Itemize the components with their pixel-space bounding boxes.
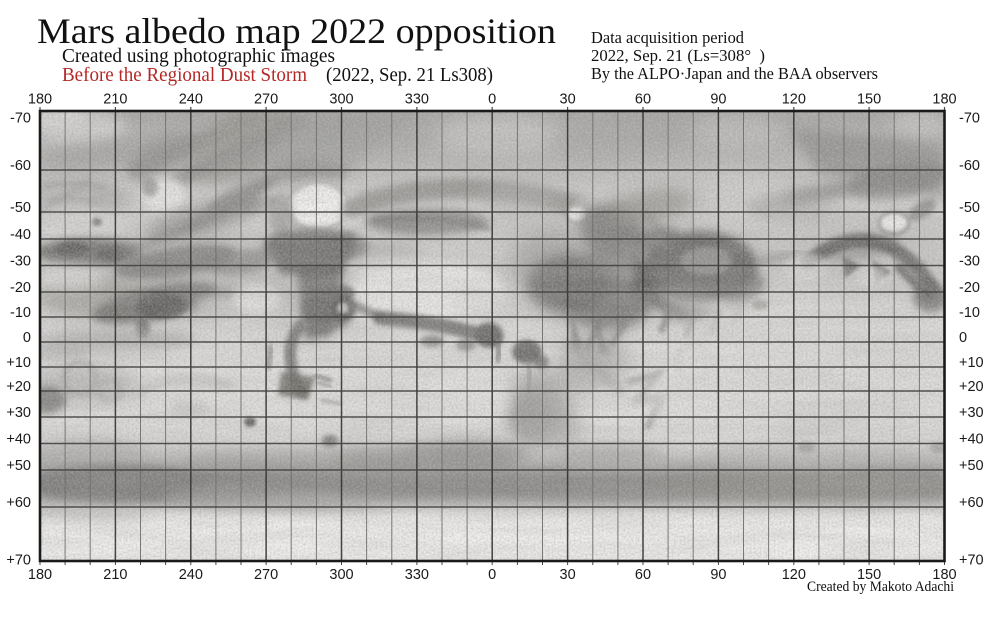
svg-text:-50: -50 <box>959 200 980 216</box>
svg-text:0: 0 <box>488 567 496 583</box>
svg-text:Data acquisition period: Data acquisition period <box>591 28 745 47</box>
svg-text:Before the Regional Dust Storm: Before the Regional Dust Storm <box>62 64 307 86</box>
svg-text:-10: -10 <box>959 305 980 321</box>
svg-text:+10: +10 <box>6 355 31 371</box>
svg-text:+40: +40 <box>959 432 984 448</box>
svg-text:30: 30 <box>560 92 576 108</box>
svg-text:By the ALPO·Japan and the BAA: By the ALPO·Japan and the BAA observers <box>591 64 878 83</box>
svg-text:270: 270 <box>254 567 278 583</box>
svg-text:-50: -50 <box>10 200 31 216</box>
svg-text:180: 180 <box>932 567 956 583</box>
svg-text:+50: +50 <box>959 458 984 474</box>
svg-text:330: 330 <box>405 567 429 583</box>
svg-text:330: 330 <box>405 92 429 108</box>
svg-text:Created by Makoto Adachi: Created by Makoto Adachi <box>807 579 954 595</box>
svg-text:0: 0 <box>488 92 496 108</box>
svg-text:210: 210 <box>103 567 127 583</box>
svg-text:+10: +10 <box>959 355 984 371</box>
svg-text:180: 180 <box>932 92 956 108</box>
svg-text:+20: +20 <box>6 379 31 395</box>
svg-text:180: 180 <box>28 567 52 583</box>
svg-text:-30: -30 <box>959 254 980 270</box>
svg-text:180: 180 <box>28 92 52 108</box>
svg-text:0: 0 <box>23 330 31 346</box>
svg-text:+70: +70 <box>6 553 31 569</box>
svg-text:240: 240 <box>179 567 203 583</box>
svg-text:-30: -30 <box>10 254 31 270</box>
svg-text:+60: +60 <box>959 495 984 511</box>
svg-text:120: 120 <box>782 567 806 583</box>
svg-text:-20: -20 <box>10 280 31 296</box>
svg-text:60: 60 <box>635 92 651 108</box>
svg-text:0: 0 <box>959 330 967 346</box>
svg-text:-40: -40 <box>10 227 31 243</box>
svg-text:Mars albedo map 2022 oppositio: Mars albedo map 2022 opposition <box>37 11 556 51</box>
svg-text:-20: -20 <box>959 280 980 296</box>
svg-text:+20: +20 <box>959 379 984 395</box>
svg-text:60: 60 <box>635 567 651 583</box>
svg-text:-60: -60 <box>10 158 31 174</box>
svg-text:150: 150 <box>857 567 881 583</box>
svg-text:210: 210 <box>103 92 127 108</box>
svg-text:+30: +30 <box>959 405 984 421</box>
svg-text:-10: -10 <box>10 305 31 321</box>
svg-text:-40: -40 <box>959 227 980 243</box>
svg-text:(2022, Sep. 21 Ls308): (2022, Sep. 21 Ls308) <box>326 64 493 86</box>
svg-text:90: 90 <box>710 567 726 583</box>
svg-text:+60: +60 <box>6 495 31 511</box>
svg-text:+40: +40 <box>6 432 31 448</box>
svg-text:300: 300 <box>329 567 353 583</box>
svg-text:150: 150 <box>857 92 881 108</box>
svg-text:-60: -60 <box>959 158 980 174</box>
svg-text:300: 300 <box>329 92 353 108</box>
svg-text:+70: +70 <box>959 553 984 569</box>
svg-text:-70: -70 <box>10 111 31 127</box>
svg-text:90: 90 <box>710 92 726 108</box>
svg-text:-70: -70 <box>959 111 980 127</box>
svg-text:+30: +30 <box>6 405 31 421</box>
svg-text:30: 30 <box>560 567 576 583</box>
svg-text:+50: +50 <box>6 458 31 474</box>
svg-text:270: 270 <box>254 92 278 108</box>
svg-text:240: 240 <box>179 92 203 108</box>
svg-text:2022, Sep. 21 (Ls=308° ): 2022, Sep. 21 (Ls=308° ) <box>591 46 765 65</box>
svg-text:120: 120 <box>782 92 806 108</box>
svg-text:Created using photographic ima: Created using photographic images <box>62 45 335 67</box>
